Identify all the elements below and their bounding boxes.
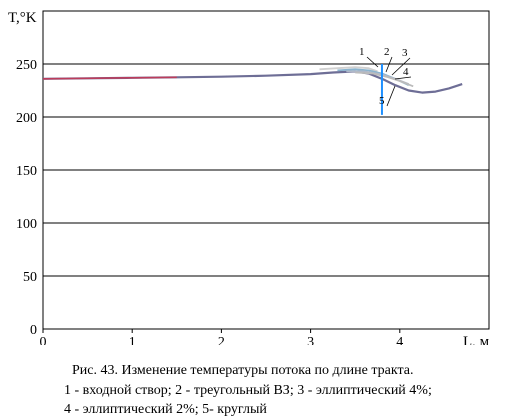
- series-label-leader-4: [394, 76, 412, 80]
- series-label-leader-2: [385, 56, 393, 73]
- x-tick-label: 0: [40, 335, 47, 345]
- y-axis-label: T,°K: [8, 10, 37, 26]
- series-label-1: 1: [359, 46, 365, 58]
- y-tick-label: 150: [16, 164, 37, 179]
- x-tick-label: 2: [218, 335, 225, 345]
- caption-line-3: 4 - эллиптический 2%; 5- круглый: [64, 402, 267, 417]
- y-tick-label: 0: [30, 323, 37, 338]
- x-tick-label: 4: [396, 335, 403, 345]
- x-tick-label: 1: [129, 335, 136, 345]
- x-axis-label: L, м: [463, 334, 490, 345]
- series-label-leader-1: [366, 56, 379, 68]
- y-tick-label: 100: [16, 217, 37, 232]
- series-line-5: [42, 70, 463, 94]
- series-label-5: 5: [379, 95, 385, 107]
- caption-line-2: 1 - входной створ; 2 - треугольный ВЗ; 3…: [64, 383, 432, 398]
- series-line-1: [319, 66, 378, 73]
- series-label-4: 4: [403, 66, 409, 78]
- series-line-start-segment: [42, 76, 177, 80]
- series-label-2: 2: [384, 46, 390, 58]
- x-tick-label: 3: [307, 335, 314, 345]
- series-line-4: [355, 71, 414, 88]
- y-tick-label: 250: [16, 58, 37, 73]
- y-tick-label: 200: [16, 111, 37, 126]
- y-tick-label: 50: [23, 270, 37, 285]
- series-label-leader-5: [386, 85, 396, 107]
- series-label-leader-3: [391, 57, 411, 76]
- caption-line-1: Рис. 43. Изменение температуры потока по…: [72, 363, 414, 378]
- series-label-3: 3: [402, 47, 408, 59]
